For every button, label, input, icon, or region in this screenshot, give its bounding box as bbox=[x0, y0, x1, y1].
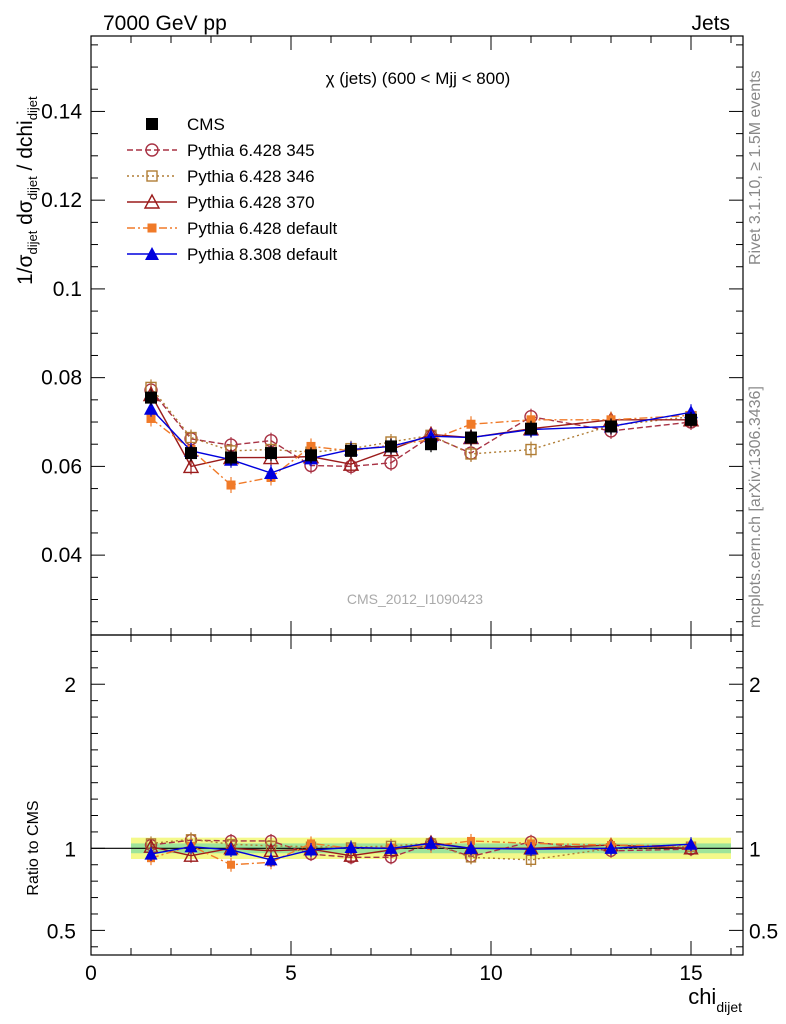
main-plot: 0.04 0.06 0.08 0.1 0.12 0.14 bbox=[41, 35, 744, 636]
series-CMS bbox=[145, 389, 697, 466]
ratio-y-label: Ratio to CMS bbox=[25, 800, 42, 895]
ratio-point bbox=[144, 847, 158, 860]
data-point bbox=[465, 448, 477, 460]
data-point bbox=[144, 401, 158, 415]
x-axis-label: chidijet bbox=[688, 984, 742, 1015]
ratio-tick-label: 1 bbox=[64, 838, 76, 861]
data-point bbox=[466, 419, 476, 429]
y-tick-label: 0.08 bbox=[41, 367, 82, 390]
x-tick-label: 0 bbox=[85, 962, 97, 985]
mcplots-label: mcplots.cern.ch [arXiv:1306.3436] bbox=[747, 386, 764, 628]
ratio-plot: 0 5 10 15 0.5 0.5 1 1 2 2 bbox=[47, 634, 778, 985]
legend-item-P346: Pythia 6.428 346 bbox=[127, 167, 315, 186]
ratio-tick-label-right: 2 bbox=[749, 674, 761, 697]
x-tick-label: 15 bbox=[679, 962, 702, 985]
ratio-tick-label-right: 0.5 bbox=[749, 920, 778, 943]
chart-title: χ (jets) (600 < Mjj < 800) bbox=[326, 69, 511, 88]
data-point bbox=[145, 391, 157, 404]
data-point bbox=[526, 415, 536, 425]
series-line bbox=[150, 408, 692, 474]
rivet-label: Rivet 3.1.10, ≥ 1.5M events bbox=[747, 70, 764, 265]
ratio-point bbox=[344, 841, 358, 854]
y-tick-label: 0.06 bbox=[41, 455, 82, 478]
data-point bbox=[306, 441, 316, 451]
ratio-point bbox=[464, 841, 478, 854]
y-axis-label: 1/σdijet dσdijet / dchidijet bbox=[14, 96, 40, 285]
ratio-series-P8def bbox=[144, 836, 698, 867]
data-point bbox=[182, 457, 200, 474]
data-point bbox=[305, 449, 317, 462]
data-point bbox=[385, 440, 397, 453]
data-point bbox=[685, 413, 697, 426]
series-line bbox=[150, 394, 691, 468]
ratio-point bbox=[184, 840, 198, 853]
ratio-line bbox=[150, 838, 692, 861]
ratio-point bbox=[183, 847, 199, 862]
ratio-point bbox=[684, 837, 698, 850]
watermark: CMS_2012_I1090423 bbox=[347, 591, 483, 607]
ratio-line bbox=[150, 842, 692, 861]
ratio-point bbox=[304, 843, 318, 856]
data-point bbox=[146, 413, 156, 423]
ratio-point bbox=[524, 842, 538, 855]
legend-label: Pythia 6.428 default bbox=[187, 219, 338, 238]
data-point bbox=[525, 422, 537, 435]
legend-marker bbox=[146, 118, 158, 130]
legend-marker bbox=[145, 143, 159, 157]
ratio-point bbox=[264, 853, 278, 866]
legend: CMS Pythia 6.428 345 Pythia 6.428 346 Pythi… bbox=[127, 115, 338, 264]
data-point bbox=[465, 431, 477, 444]
ratio-point bbox=[343, 847, 359, 862]
y-tick-label: 0.1 bbox=[53, 278, 82, 301]
data-point bbox=[342, 455, 360, 471]
ratio-tick-label: 2 bbox=[64, 674, 76, 697]
y-tick-label: 0.04 bbox=[41, 544, 82, 567]
legend-item-P8def: Pythia 8.308 default bbox=[127, 245, 338, 264]
legend-label: Pythia 8.308 default bbox=[187, 245, 338, 264]
data-point bbox=[264, 466, 278, 480]
data-point bbox=[185, 447, 197, 460]
ratio-point bbox=[424, 836, 438, 849]
ratio-point bbox=[384, 841, 398, 854]
legend-item-P370: Pythia 6.428 370 bbox=[127, 193, 315, 212]
data-point bbox=[345, 444, 357, 457]
legend-item-P6def: Pythia 6.428 default bbox=[127, 219, 338, 238]
data-point bbox=[525, 443, 537, 456]
x-tick-label: 5 bbox=[285, 962, 297, 985]
ratio-line bbox=[150, 839, 692, 859]
legend-marker bbox=[146, 170, 158, 182]
ratio-point bbox=[227, 860, 235, 869]
data-point bbox=[226, 480, 236, 490]
ratio-frame bbox=[90, 634, 744, 956]
series-line bbox=[150, 414, 692, 486]
ratio-point bbox=[224, 843, 238, 856]
data-point bbox=[225, 451, 237, 464]
legend-label: Pythia 6.428 346 bbox=[187, 167, 315, 186]
ratio-point bbox=[467, 836, 475, 845]
legend-label: CMS bbox=[187, 115, 225, 134]
legend-marker bbox=[147, 223, 157, 233]
y-tick-label: 0.12 bbox=[41, 189, 82, 212]
legend-item-CMS: CMS bbox=[146, 115, 225, 134]
legend-label: Pythia 6.428 345 bbox=[187, 141, 315, 160]
x-tick-label: 10 bbox=[479, 962, 502, 985]
series-line bbox=[150, 389, 692, 468]
data-point bbox=[265, 447, 277, 460]
legend-marker bbox=[143, 193, 161, 209]
data-point bbox=[605, 420, 617, 433]
y-tick-label: 0.14 bbox=[41, 100, 82, 123]
ratio-point bbox=[604, 841, 618, 854]
series-line bbox=[150, 386, 692, 455]
legend-item-P345: Pythia 6.428 345 bbox=[127, 141, 315, 160]
header-left: 7000 GeV pp bbox=[103, 12, 227, 35]
ratio-tick-label: 0.5 bbox=[47, 920, 76, 943]
header-right: Jets bbox=[691, 12, 730, 35]
ratio-tick-label-right: 1 bbox=[749, 838, 761, 861]
data-point bbox=[425, 438, 437, 451]
legend-label: Pythia 6.428 370 bbox=[187, 193, 315, 212]
legend-marker bbox=[145, 247, 159, 260]
